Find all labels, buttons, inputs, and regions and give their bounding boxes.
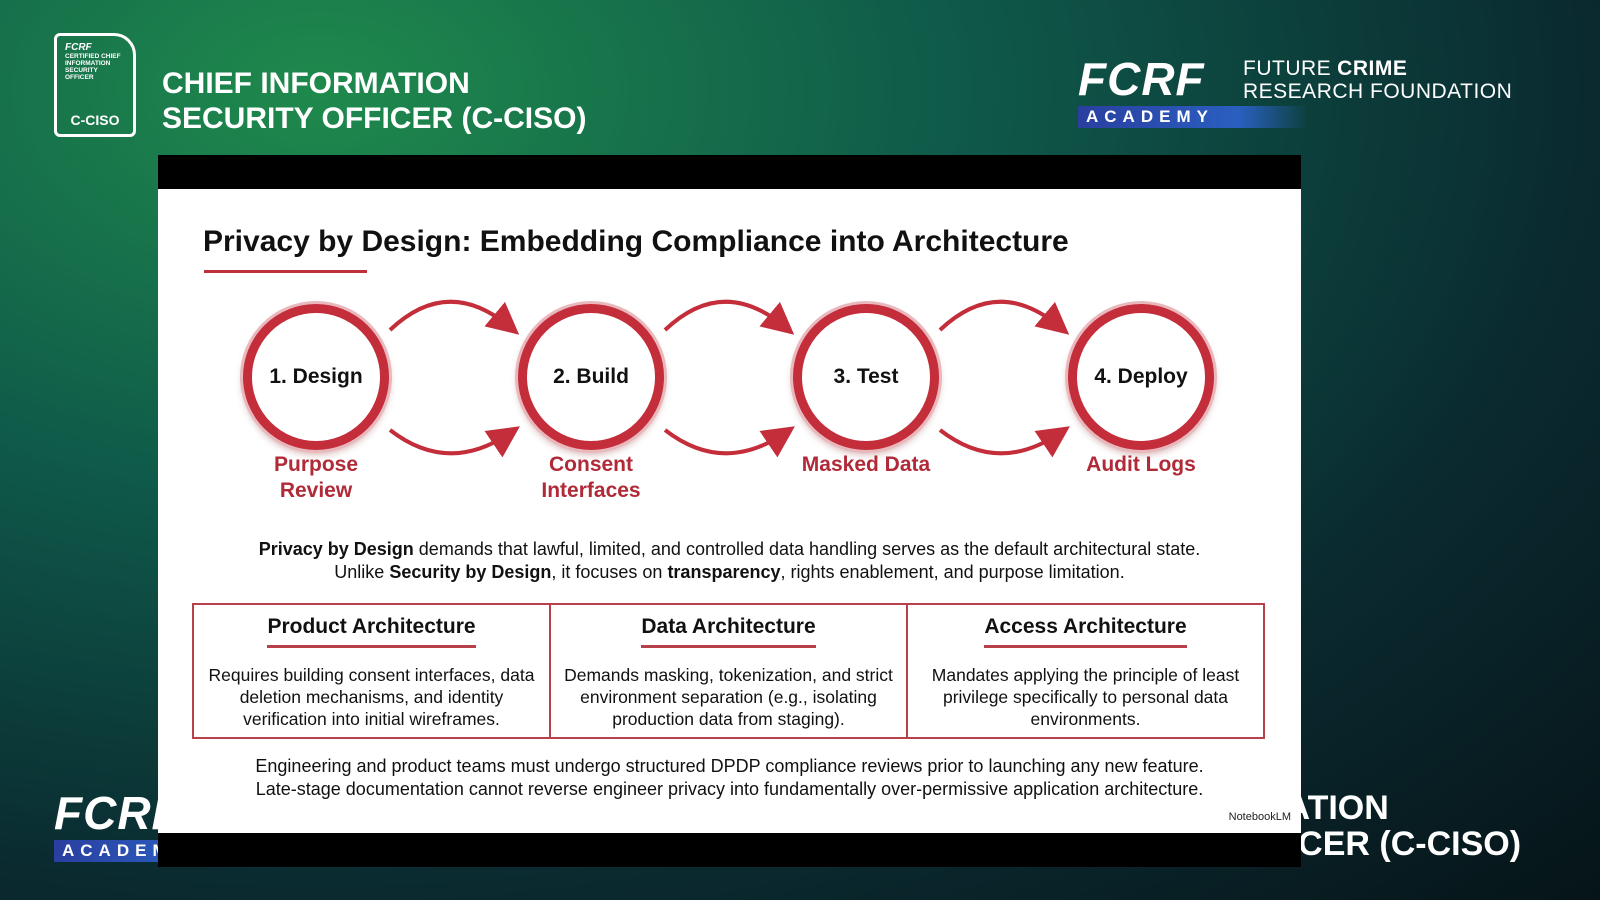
footer-text: Engineering and product teams must under… — [158, 755, 1301, 801]
text-segment: CRIME — [1337, 57, 1408, 80]
logo-academy: ACADEMY — [1078, 106, 1308, 128]
column-title: Product Architecture — [267, 615, 476, 648]
intro-line: Privacy by Design demands that lawful, l… — [158, 538, 1301, 561]
logo-name-line: FUTURE CRIME — [1243, 57, 1512, 80]
column: Product Architecture Requires building co… — [194, 605, 549, 737]
architecture-columns: Product Architecture Requires building co… — [192, 603, 1265, 739]
badge-line: SECURITY — [65, 67, 98, 74]
logo-name: FUTURE CRIME RESEARCH FOUNDATION — [1243, 57, 1512, 103]
badge-code: C-CISO — [70, 112, 120, 128]
step-caption: Purpose Review — [273, 453, 359, 502]
text-segment: , it focuses on — [551, 562, 668, 582]
step-caption: Masked Data — [801, 453, 931, 476]
certification-badge: FCRF CERTIFIED CHIEF INFORMATION SECURITY O… — [54, 33, 136, 137]
step-circle: 3. Test — [793, 304, 939, 450]
text-segment: Security by Design — [389, 562, 552, 582]
text-segment: , rights enablement, and purpose limitat… — [780, 562, 1125, 582]
text-segment: Privacy by Design — [258, 539, 414, 559]
letterbox — [158, 155, 1301, 189]
title-underline — [204, 270, 367, 273]
credit: NotebookLM — [1228, 811, 1291, 823]
course-title: CHIEF INFORMATION SECURITY OFFICER (C-CIS… — [162, 66, 586, 136]
column-title: Access Architecture — [984, 615, 1187, 648]
step-circle: 1. Design — [243, 304, 389, 450]
intro: Privacy by Design demands that lawful, l… — [158, 538, 1301, 584]
badge-line: INFORMATION — [65, 60, 111, 67]
column-text: Demands masking, tokenization, and stric… — [564, 665, 893, 729]
cycle-arrows — [388, 299, 1070, 458]
step-caption: Audit Logs — [1086, 453, 1196, 476]
badge-line: CERTIFIED CHIEF — [65, 53, 121, 60]
logo-mark: FCRF — [1078, 53, 1205, 105]
column-title: Data Architecture — [641, 615, 816, 648]
badge-lines: CERTIFIED CHIEF INFORMATION SECURITY OFFICE… — [65, 53, 125, 81]
step-circle: 2. Build — [518, 304, 664, 450]
footer-line: Late-stage documentation cannot reverse … — [255, 779, 1204, 799]
badge-line: OFFICER — [65, 74, 94, 81]
text-segment: RESEARCH FOUNDATION — [1243, 80, 1513, 103]
text-segment: Unlike — [334, 562, 390, 582]
fcrf-logo: FCRF ACADEMY — [1078, 52, 1308, 128]
letterbox — [158, 833, 1301, 867]
slide-title: Privacy by Design: Embedding Compliance … — [203, 225, 1069, 258]
footer-line: Engineering and product teams must under… — [255, 756, 1204, 776]
step-caption: Consent Interfaces — [541, 453, 641, 502]
column-text: Requires building consent interfaces, da… — [208, 665, 535, 729]
text-segment: transparency — [667, 562, 781, 582]
intro-line: Unlike Security by Design, it focuses on… — [158, 561, 1301, 584]
column-text: Mandates applying the principle of least… — [931, 665, 1240, 729]
step-circle: 4. Deploy — [1068, 304, 1214, 450]
text-segment: demands that lawful, limited, and contro… — [413, 539, 1201, 559]
text-segment: FUTURE — [1243, 57, 1332, 80]
title-line: SECURITY OFFICER (C-CISO) — [162, 102, 587, 135]
title-line: CHIEF INFORMATION — [162, 67, 470, 100]
slide: Privacy by Design: Embedding Compliance … — [158, 155, 1301, 867]
badge-brand: FCRF — [65, 42, 92, 53]
column: Data Architecture Demands masking, tokeni… — [549, 605, 906, 737]
column: Access Architecture Mandates applying the… — [906, 605, 1263, 737]
logo-name-line: RESEARCH FOUNDATION — [1243, 80, 1512, 103]
